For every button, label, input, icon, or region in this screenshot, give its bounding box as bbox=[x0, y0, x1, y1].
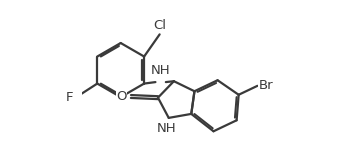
Text: NH: NH bbox=[151, 64, 170, 77]
Text: F: F bbox=[65, 91, 73, 104]
Text: Br: Br bbox=[258, 79, 273, 92]
Text: NH: NH bbox=[157, 122, 176, 135]
Text: O: O bbox=[116, 90, 127, 103]
Text: Cl: Cl bbox=[153, 19, 166, 32]
